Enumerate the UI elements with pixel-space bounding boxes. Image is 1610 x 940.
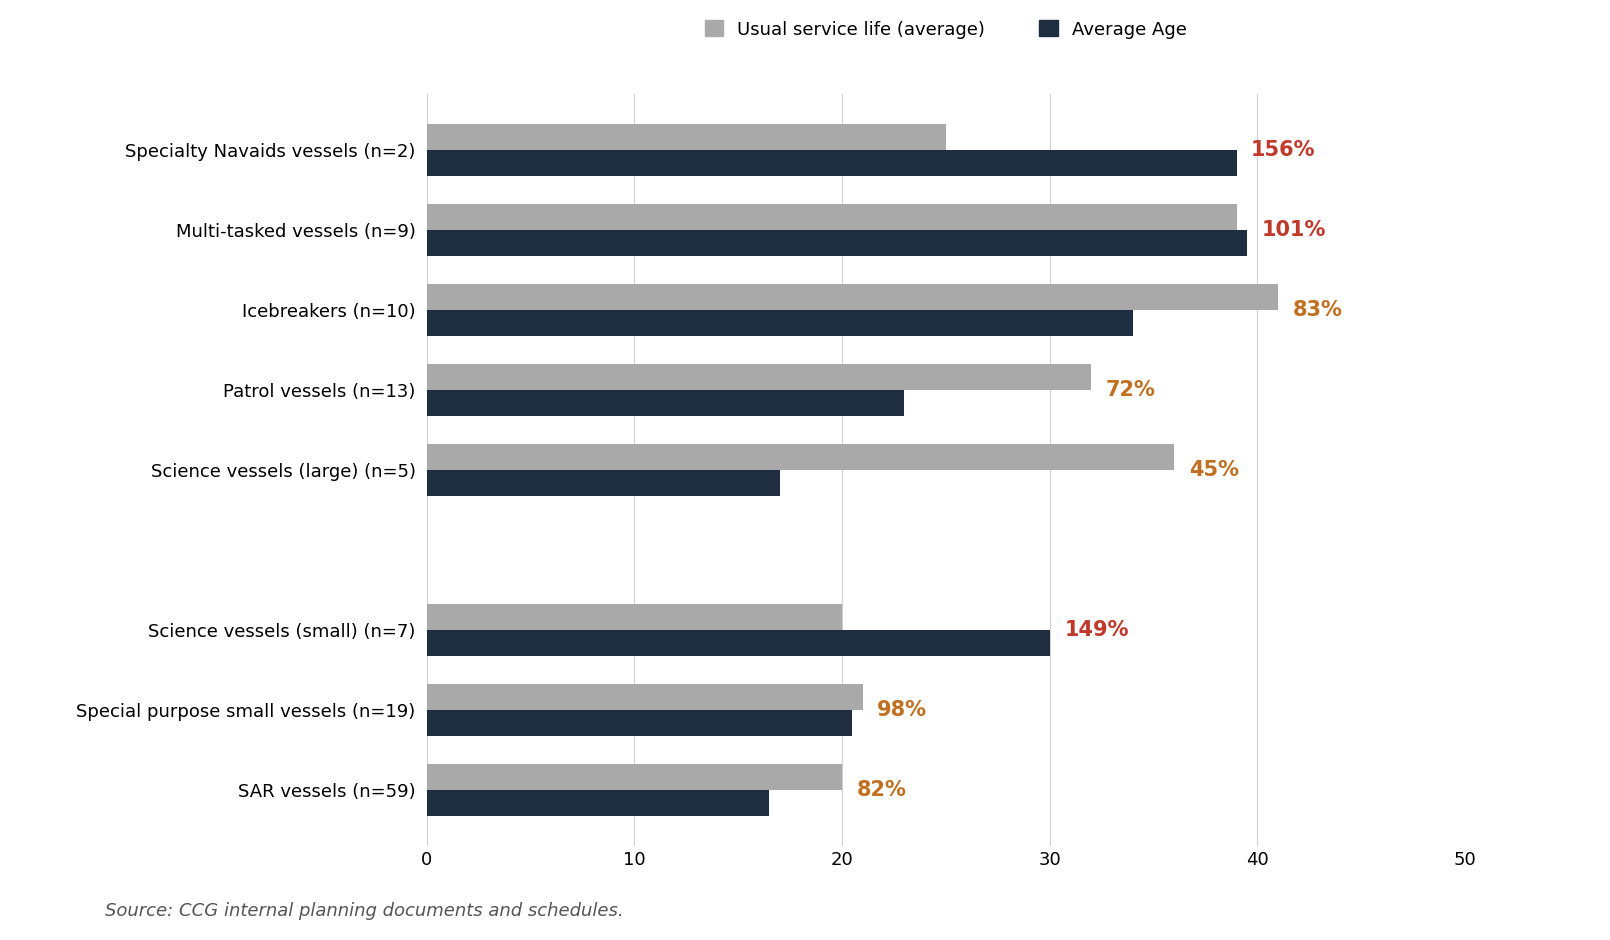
Bar [427,310,1133,336]
Text: 45%: 45% [1188,460,1238,480]
Bar [427,684,863,710]
Legend: Usual service life (average), Average Age: Usual service life (average), Average Ag… [705,21,1187,39]
Text: 82%: 82% [857,780,906,800]
Bar [427,230,1248,256]
Text: 156%: 156% [1251,140,1315,160]
Bar [427,790,770,816]
Text: 83%: 83% [1293,300,1343,320]
Bar [427,150,1236,176]
Bar [427,204,1236,230]
Text: Source: CCG internal planning documents and schedules.: Source: CCG internal planning documents … [105,902,623,920]
Text: 72%: 72% [1106,380,1156,400]
Bar [427,365,1092,390]
Bar [427,470,779,495]
Bar [427,445,1174,470]
Text: 98%: 98% [877,700,927,720]
Bar [427,390,905,415]
Bar [427,710,852,736]
Bar [427,124,947,150]
Bar [427,630,1050,655]
Bar [427,604,842,630]
Text: 101%: 101% [1262,220,1327,240]
Bar [427,285,1278,310]
Bar [427,764,842,790]
Text: 149%: 149% [1064,620,1129,640]
